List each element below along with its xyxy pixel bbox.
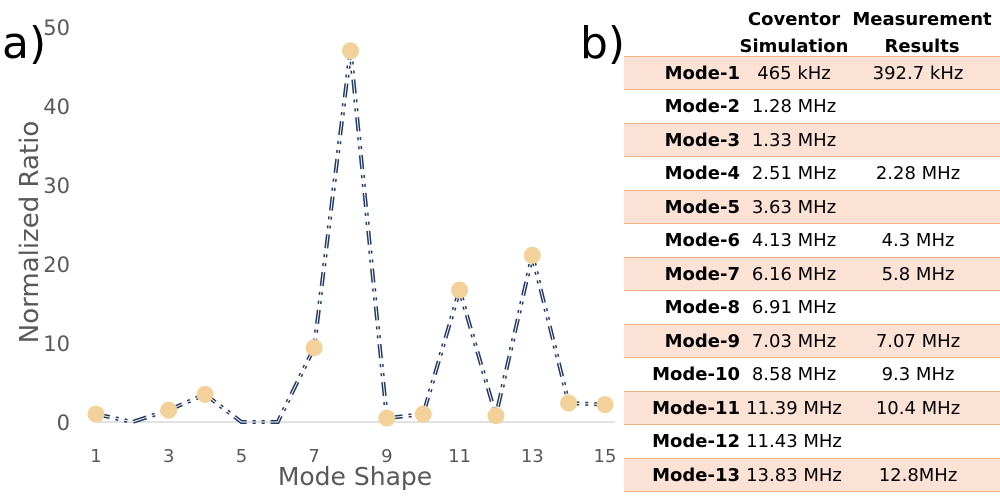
cell-sim: 6.16 MHz [751, 264, 837, 285]
cell-sim: 6.91 MHz [751, 296, 837, 318]
header-simulation-line2: Simulation [739, 36, 849, 57]
x-tick-label: 9 [381, 446, 392, 467]
header-simulation-line1: Coventor [747, 9, 841, 30]
table-row: Mode-12 11.43 MHz [624, 425, 1000, 459]
data-point [451, 281, 469, 299]
table-row: Mode-5 3.63 MHz [624, 190, 1000, 224]
y-tick-label: 20 [43, 253, 70, 277]
x-tick-label: 7 [308, 446, 319, 467]
y-tick-label: 10 [43, 332, 70, 356]
cell-mode: Mode-5 [664, 197, 740, 218]
x-axis-title: Mode Shape [278, 462, 432, 491]
cell-sim: 1.33 MHz [751, 130, 837, 151]
table-row: Mode-3 1.33 MHz [624, 123, 1000, 157]
cell-mode: Mode-4 [664, 162, 740, 184]
cell-mode: Mode-7 [664, 264, 740, 285]
cell-mode: Mode-12 [652, 430, 740, 452]
x-tick-label: 1 [90, 446, 101, 467]
cell-meas: 4.3 MHz [881, 229, 955, 251]
series-line-highlight [95, 50, 606, 423]
cell-sim: 4.13 MHz [751, 229, 837, 251]
table-row: Mode-6 4.13 MHz 4.3 MHz [624, 224, 1000, 258]
y-tick-label: 0 [57, 411, 70, 435]
cell-meas: 7.07 MHz [875, 331, 961, 352]
cell-meas: 9.3 MHz [881, 363, 955, 385]
cell-mode: Mode-9 [664, 331, 740, 352]
data-point [342, 42, 359, 60]
table-row: Mode-8 6.91 MHz [624, 291, 1000, 325]
cell-sim: 3.63 MHz [751, 197, 837, 218]
data-point [414, 405, 432, 423]
y-axis-title: Normalized Ratio [15, 121, 45, 343]
cell-meas: 12.8MHz [878, 465, 958, 486]
header-simulation: Coventor Simulation [736, 6, 852, 60]
cell-mode: Mode-10 [652, 363, 740, 385]
cell-mode: Mode-6 [664, 229, 740, 251]
cell-meas: 5.8 MHz [881, 264, 955, 285]
cell-meas: 392.7 kHz [872, 63, 964, 84]
cell-sim: 1.28 MHz [751, 95, 837, 117]
data-point [196, 385, 214, 403]
cell-sim: 7.03 MHz [751, 331, 837, 352]
header-measurement-line1: Measurement [852, 9, 992, 30]
data-point [160, 401, 178, 419]
cell-mode: Mode-8 [664, 296, 740, 318]
cell-mode: Mode-13 [652, 465, 740, 486]
table-row: Mode-2 1.28 MHz [624, 90, 1000, 124]
table-row: Mode-4 2.51 MHz 2.28 MHz [624, 157, 1000, 191]
table-row: Mode-10 8.58 MHz 9.3 MHz [624, 358, 1000, 392]
table-row: Mode-1 465 kHz 392.7 kHz [624, 56, 1000, 90]
y-tick-label: 30 [43, 174, 70, 198]
data-point [87, 405, 105, 423]
cell-meas: 10.4 MHz [875, 398, 961, 419]
cell-sim: 2.51 MHz [751, 162, 837, 184]
table-row: Mode-11 11.39 MHz 10.4 MHz [624, 391, 1000, 425]
cell-sim: 11.43 MHz [746, 430, 842, 452]
data-point [305, 339, 323, 357]
y-ticks: 0 10 20 30 40 50 [43, 16, 70, 435]
panel-label-b: b) [580, 18, 626, 69]
data-point [596, 396, 614, 414]
x-tick-label: 15 [594, 446, 617, 467]
y-tick-label: 40 [43, 95, 70, 119]
x-tick-label: 5 [236, 446, 247, 467]
x-tick-label: 13 [521, 446, 544, 467]
series [87, 42, 614, 427]
x-ticks: 1 3 5 7 9 11 13 15 [90, 446, 616, 467]
cell-sim: 8.58 MHz [751, 363, 837, 385]
cell-sim: 13.83 MHz [746, 465, 842, 486]
panel-label-a: a) [2, 18, 47, 69]
x-tick-label: 3 [163, 446, 174, 467]
cell-mode: Mode-11 [652, 398, 740, 419]
cell-sim: 465 kHz [757, 63, 831, 84]
header-measurement-line2: Results [884, 36, 960, 57]
cell-mode: Mode-1 [664, 63, 740, 84]
x-tick-label: 11 [448, 446, 471, 467]
table-row: Mode-9 7.03 MHz 7.07 MHz [624, 324, 1000, 358]
y-tick-label: 50 [43, 16, 70, 40]
cell-meas: 2.28 MHz [875, 162, 961, 184]
cell-mode: Mode-2 [664, 95, 740, 117]
series-line [95, 50, 606, 425]
data-point [378, 409, 396, 427]
cell-sim: 11.39 MHz [746, 398, 842, 419]
header-measurement: Measurement Results [852, 6, 992, 60]
table-row: Mode-13 13.83 MHz 12.8MHz [624, 458, 1000, 492]
data-point [523, 246, 541, 264]
table-row: Mode-7 6.16 MHz 5.8 MHz [624, 257, 1000, 291]
data-point [560, 394, 578, 412]
data-point [487, 407, 505, 425]
cell-mode: Mode-3 [664, 130, 740, 151]
